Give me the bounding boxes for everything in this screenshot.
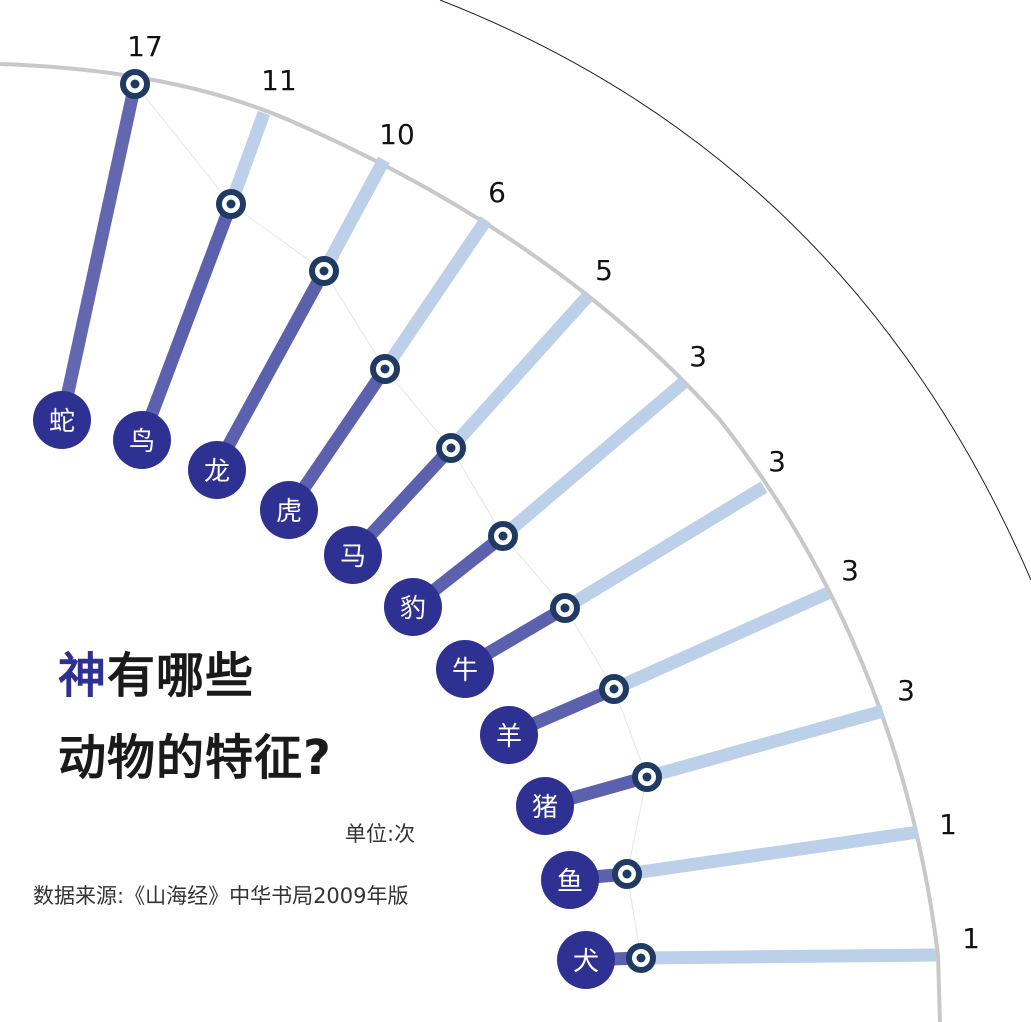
value-label: 10 <box>379 118 415 151</box>
axis-arc <box>0 62 942 1022</box>
svg-text:羊: 羊 <box>496 722 522 752</box>
category-badge: 羊 <box>480 706 538 764</box>
category-badge: 马 <box>324 526 382 584</box>
title-highlight: 神 <box>58 648 108 704</box>
svg-text:蛇: 蛇 <box>49 407 75 437</box>
chart-title-line2: 动物的特征? <box>58 730 332 786</box>
node-icon <box>612 859 642 889</box>
node-icon <box>370 354 400 384</box>
value-labels: 17 11 10 6 5 3 3 3 3 1 1 <box>127 30 980 955</box>
svg-text:虎: 虎 <box>276 497 302 527</box>
value-label: 1 <box>939 808 957 841</box>
svg-text:牛: 牛 <box>452 656 478 686</box>
value-label: 3 <box>768 445 786 478</box>
category-badge: 犬 <box>557 931 615 989</box>
node-icon <box>120 69 150 99</box>
category-badge: 龙 <box>188 441 246 499</box>
value-label: 5 <box>595 254 613 287</box>
category-badge: 鱼 <box>541 851 599 909</box>
svg-text:鱼: 鱼 <box>557 867 583 897</box>
value-label: 11 <box>261 64 297 97</box>
unit-label: 单位:次 <box>345 822 416 846</box>
outer-bars <box>224 110 937 965</box>
svg-text:龙: 龙 <box>204 457 230 487</box>
svg-text:豹: 豹 <box>400 594 426 624</box>
nodes <box>120 69 662 973</box>
svg-text:鸟: 鸟 <box>129 427 155 457</box>
category-badge: 鸟 <box>113 411 171 469</box>
source-note: 数据来源:《山海经》中华书局2009年版 <box>33 884 409 908</box>
category-badge: 猪 <box>516 777 574 835</box>
value-label: 6 <box>488 176 506 209</box>
value-label: 1 <box>962 922 980 955</box>
node-icon <box>599 674 629 704</box>
node-icon <box>436 433 466 463</box>
node-icon <box>488 521 518 551</box>
node-icon <box>626 943 656 973</box>
svg-text:猪: 猪 <box>532 793 558 823</box>
svg-text:马: 马 <box>340 542 366 572</box>
category-labels: 蛇 鸟 龙 虎 马 豹 牛 羊 猪 鱼 犬 <box>33 391 615 989</box>
node-icon <box>550 593 580 623</box>
node-icon <box>309 256 339 286</box>
category-badge: 豹 <box>384 578 442 636</box>
value-label: 17 <box>127 30 163 63</box>
value-label: 3 <box>689 340 707 373</box>
outer-decor-arc <box>439 0 1031 581</box>
node-icon <box>216 189 246 219</box>
chart-title-line1: 神有哪些 <box>58 648 255 704</box>
value-label: 3 <box>897 674 915 707</box>
node-icon <box>632 762 662 792</box>
category-badge: 蛇 <box>33 391 91 449</box>
svg-text:犬: 犬 <box>573 947 599 977</box>
category-badge: 虎 <box>260 481 318 539</box>
category-badge: 牛 <box>436 640 494 698</box>
value-label: 3 <box>841 554 859 587</box>
